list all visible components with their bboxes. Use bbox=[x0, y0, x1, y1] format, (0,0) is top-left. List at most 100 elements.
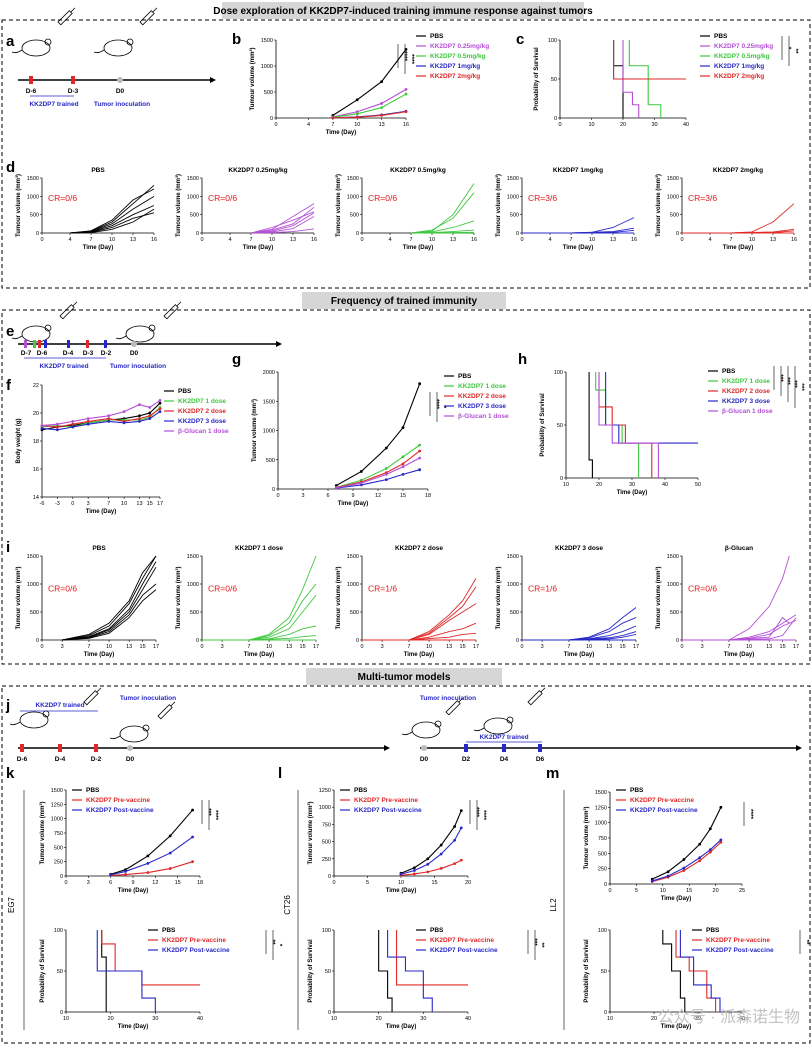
series-line bbox=[612, 40, 686, 80]
x-axis-label: Time (Day) bbox=[386, 888, 417, 894]
y-tick-label: 0 bbox=[676, 231, 679, 237]
x-axis-label: Time (Day) bbox=[118, 1024, 149, 1030]
data-point bbox=[146, 861, 150, 865]
y-tick-label: 500 bbox=[510, 610, 519, 616]
data-point bbox=[359, 470, 363, 473]
x-tick-label: 6 bbox=[109, 880, 112, 886]
small-panel: 0 4 7 10 13 16 0 500 1000 1500 Time (Day) Tumour vo… bbox=[655, 167, 797, 251]
x-tick-label: 40 bbox=[739, 1016, 745, 1022]
series-line bbox=[628, 40, 662, 118]
chart-k: 0 3 6 9 12 15 18 0 250 500 750 1000 1250 1500 Time (Da… bbox=[39, 787, 219, 894]
panel-label-a: a bbox=[6, 33, 15, 50]
individual-curve bbox=[408, 578, 477, 641]
small-panel: 0 3 7 10 13 15 17 0 500 1000 1500 Time (Day) Tumour … bbox=[175, 545, 319, 658]
x-tick-label: 13 bbox=[606, 644, 612, 650]
data-point bbox=[107, 414, 111, 418]
x-tick-label: 3 bbox=[701, 644, 704, 650]
inoculation-label: Tumor inoculation bbox=[420, 695, 476, 702]
data-point bbox=[138, 414, 141, 418]
x-tick-label: 5 bbox=[635, 888, 638, 894]
data-point bbox=[380, 106, 384, 109]
legend-entry: PBS bbox=[178, 388, 192, 395]
series-line bbox=[110, 836, 193, 876]
data-point bbox=[124, 873, 127, 876]
series-line bbox=[332, 88, 407, 118]
timeline-marker: D-2 bbox=[101, 350, 112, 357]
x-tick-label: 4 bbox=[708, 237, 711, 243]
x-axis-label: Time (Day) bbox=[563, 245, 594, 251]
data-point bbox=[359, 481, 363, 485]
y-tick-label: 750 bbox=[54, 831, 63, 837]
section-2-title: Frequency of trained immunity bbox=[331, 296, 478, 307]
y-tick-label: 1500 bbox=[667, 554, 679, 560]
section-3-frame bbox=[1, 685, 811, 1044]
data-point bbox=[384, 446, 388, 450]
x-tick-label: 10 bbox=[269, 237, 275, 243]
data-point bbox=[71, 420, 75, 423]
y-tick-label: 1500 bbox=[507, 554, 519, 560]
x-tick-label: 20 bbox=[376, 1016, 382, 1022]
legend-entry: KK2DP7 2 dose bbox=[722, 388, 770, 395]
y-tick-label: 0 bbox=[516, 231, 519, 237]
timeline-j: j Tumor inoculation KK2DP7 trained D-6 D… bbox=[5, 687, 802, 763]
y-axis-label: Tumour volume (mm³) bbox=[335, 567, 342, 630]
individual-curve bbox=[248, 635, 317, 641]
data-point bbox=[168, 867, 172, 870]
legend-entry: PBS bbox=[714, 33, 728, 40]
x-axis-label: Time (Day) bbox=[403, 245, 434, 251]
x-tick-label: 0 bbox=[360, 237, 363, 243]
syringe-icon bbox=[59, 301, 78, 320]
data-point bbox=[698, 859, 702, 863]
x-tick-label: 3 bbox=[301, 493, 304, 499]
syringe-icon bbox=[445, 697, 464, 716]
x-tick-label: 13 bbox=[286, 644, 292, 650]
timeline-marker: D-6 bbox=[37, 350, 48, 357]
legend-entry: PBS bbox=[630, 787, 644, 794]
chart-b: 0 4 7 10 13 16 0 500 1000 1500 Time (Day) Tumour vo… bbox=[249, 33, 489, 136]
individual-curve bbox=[730, 203, 795, 234]
timeline-marker: D0 bbox=[420, 756, 429, 763]
small-panel: 0 3 7 10 13 15 17 0 500 1000 1500 Time (Day) Tumour … bbox=[15, 545, 159, 658]
x-tick-label: 20 bbox=[713, 888, 719, 894]
legend-entry: KK2DP7 3 dose bbox=[178, 418, 226, 425]
data-point bbox=[355, 112, 359, 116]
data-point bbox=[146, 854, 150, 858]
x-tick-label: 10 bbox=[331, 1016, 337, 1022]
y-tick-label: 0 bbox=[270, 116, 273, 122]
legend-entry: PBS bbox=[706, 927, 720, 934]
y-tick-label: 750 bbox=[322, 822, 331, 828]
data-point bbox=[698, 856, 702, 860]
legend-entry: KK2DP7 1 dose bbox=[178, 398, 226, 405]
timeline-marker: D-6 bbox=[17, 756, 28, 763]
x-axis-label: Time (Day) bbox=[723, 245, 754, 251]
chart-k2: 10 20 30 40 0 50 100 Time (Day) Probability of S… bbox=[40, 927, 283, 1030]
panel-label-d: d bbox=[6, 159, 15, 176]
x-tick-label: 4 bbox=[548, 237, 551, 243]
x-tick-label: 15 bbox=[460, 644, 466, 650]
data-point bbox=[439, 867, 443, 870]
series-line bbox=[622, 40, 640, 118]
mouse-icon bbox=[473, 716, 514, 735]
y-tick-label: 14 bbox=[33, 495, 39, 501]
y-axis-label: Tumour volume (mm³) bbox=[15, 174, 22, 237]
significance-label: * bbox=[785, 47, 792, 50]
y-tick-label: 0 bbox=[272, 487, 275, 493]
x-tick-label: 5 bbox=[366, 880, 369, 886]
x-axis-label: Time (Day) bbox=[661, 1024, 692, 1030]
series-line bbox=[598, 372, 659, 478]
y-tick-label: 100 bbox=[54, 928, 63, 934]
y-tick-label: 1000 bbox=[595, 821, 607, 827]
x-axis-label: Time (Day) bbox=[564, 652, 595, 658]
y-tick-label: 1500 bbox=[347, 176, 359, 182]
x-tick-label: 0 bbox=[332, 880, 335, 886]
y-tick-label: 1500 bbox=[667, 176, 679, 182]
data-point bbox=[122, 421, 126, 425]
x-tick-label: 0 bbox=[608, 888, 611, 894]
data-point bbox=[439, 852, 443, 856]
individual-curve bbox=[62, 561, 157, 641]
data-point bbox=[426, 862, 430, 866]
x-tick-label: 10 bbox=[588, 122, 594, 128]
model-label-eg7: EG7 bbox=[7, 896, 16, 913]
x-tick-label: 50 bbox=[695, 482, 701, 488]
individual-curve bbox=[248, 594, 317, 641]
